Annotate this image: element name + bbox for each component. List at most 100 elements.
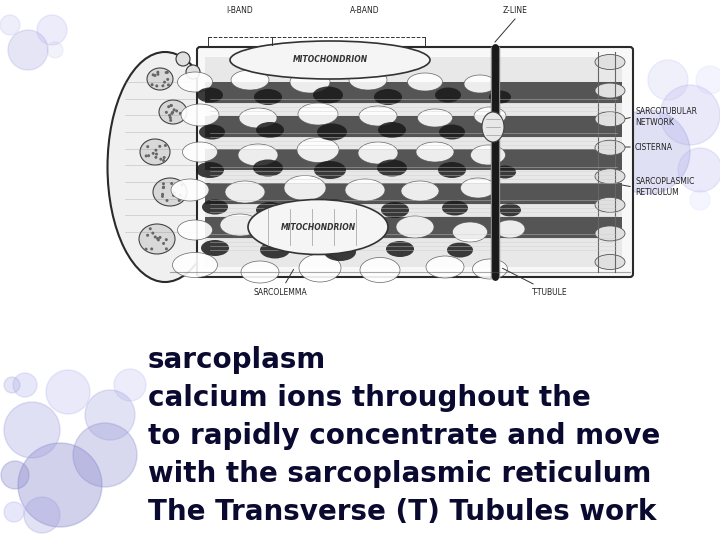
Ellipse shape	[595, 254, 625, 269]
Circle shape	[606, 110, 690, 194]
Ellipse shape	[499, 204, 521, 217]
Circle shape	[165, 111, 168, 114]
Circle shape	[153, 74, 156, 77]
Ellipse shape	[159, 100, 187, 124]
Circle shape	[168, 114, 171, 117]
Circle shape	[158, 236, 161, 239]
Circle shape	[162, 186, 165, 188]
Circle shape	[149, 227, 152, 230]
Ellipse shape	[256, 122, 284, 138]
Circle shape	[696, 66, 720, 94]
Circle shape	[163, 156, 166, 159]
Ellipse shape	[349, 70, 387, 90]
Ellipse shape	[140, 139, 170, 165]
Circle shape	[157, 239, 160, 241]
Circle shape	[85, 390, 135, 440]
Ellipse shape	[254, 89, 282, 105]
Circle shape	[165, 247, 168, 251]
Ellipse shape	[256, 202, 284, 218]
Ellipse shape	[178, 220, 212, 240]
Ellipse shape	[374, 89, 402, 105]
Ellipse shape	[435, 87, 461, 103]
Circle shape	[178, 199, 181, 202]
Ellipse shape	[241, 261, 279, 283]
Circle shape	[13, 373, 37, 397]
Circle shape	[167, 105, 170, 108]
Ellipse shape	[297, 138, 339, 163]
Ellipse shape	[171, 179, 209, 201]
Bar	[205, 150, 622, 171]
Circle shape	[156, 71, 159, 73]
Circle shape	[170, 182, 173, 185]
Text: The Transverse (T) Tubules work: The Transverse (T) Tubules work	[148, 498, 657, 526]
Ellipse shape	[238, 144, 278, 166]
Ellipse shape	[408, 73, 443, 91]
Text: Z-LINE: Z-LINE	[503, 6, 528, 15]
Ellipse shape	[153, 178, 187, 206]
Ellipse shape	[281, 218, 319, 238]
Text: to rapidly concentrate and move: to rapidly concentrate and move	[148, 422, 660, 450]
Ellipse shape	[196, 162, 224, 178]
Ellipse shape	[253, 159, 283, 177]
Circle shape	[167, 83, 170, 86]
Ellipse shape	[595, 112, 625, 127]
Ellipse shape	[284, 176, 326, 200]
Text: T-TUBULE: T-TUBULE	[503, 268, 568, 297]
Ellipse shape	[298, 103, 338, 125]
Ellipse shape	[377, 159, 407, 177]
Ellipse shape	[299, 254, 341, 282]
Ellipse shape	[461, 178, 495, 198]
Circle shape	[165, 71, 168, 74]
Circle shape	[147, 154, 150, 157]
Ellipse shape	[230, 41, 430, 79]
Text: SARCOPLASMIC
RETICULUM: SARCOPLASMIC RETICULUM	[635, 177, 694, 197]
Ellipse shape	[482, 112, 504, 142]
Ellipse shape	[494, 165, 516, 179]
Text: sarcoplasm: sarcoplasm	[148, 346, 326, 374]
Circle shape	[146, 145, 149, 148]
Ellipse shape	[313, 86, 343, 104]
Circle shape	[660, 85, 720, 145]
Circle shape	[163, 80, 166, 84]
Ellipse shape	[386, 241, 414, 257]
FancyBboxPatch shape	[197, 47, 633, 277]
Ellipse shape	[595, 226, 625, 241]
Circle shape	[161, 84, 164, 87]
Bar	[95, 27, 625, 297]
Ellipse shape	[220, 214, 260, 236]
Ellipse shape	[401, 181, 439, 201]
Circle shape	[164, 144, 167, 147]
Ellipse shape	[416, 142, 454, 162]
Ellipse shape	[173, 253, 217, 278]
Ellipse shape	[314, 161, 346, 179]
Circle shape	[146, 234, 149, 237]
Circle shape	[154, 156, 158, 159]
Ellipse shape	[495, 220, 525, 238]
Ellipse shape	[201, 240, 229, 256]
Circle shape	[169, 119, 172, 122]
Ellipse shape	[438, 162, 466, 178]
Circle shape	[173, 108, 176, 111]
Ellipse shape	[345, 179, 385, 201]
Bar	[205, 116, 622, 137]
Ellipse shape	[396, 216, 434, 238]
Ellipse shape	[595, 55, 625, 70]
Ellipse shape	[418, 109, 452, 127]
Circle shape	[162, 242, 165, 245]
Ellipse shape	[442, 200, 468, 215]
Ellipse shape	[447, 242, 473, 258]
Ellipse shape	[317, 124, 347, 140]
Ellipse shape	[595, 83, 625, 98]
Ellipse shape	[452, 222, 487, 242]
Ellipse shape	[181, 104, 219, 126]
Text: with the sarcoplasmic reticulum: with the sarcoplasmic reticulum	[148, 460, 652, 488]
Ellipse shape	[186, 65, 200, 79]
Circle shape	[171, 111, 174, 114]
Circle shape	[156, 73, 159, 76]
Ellipse shape	[197, 87, 223, 103]
Ellipse shape	[470, 145, 505, 165]
Circle shape	[179, 194, 181, 197]
Circle shape	[47, 42, 63, 58]
Circle shape	[181, 184, 184, 186]
Circle shape	[155, 153, 158, 156]
